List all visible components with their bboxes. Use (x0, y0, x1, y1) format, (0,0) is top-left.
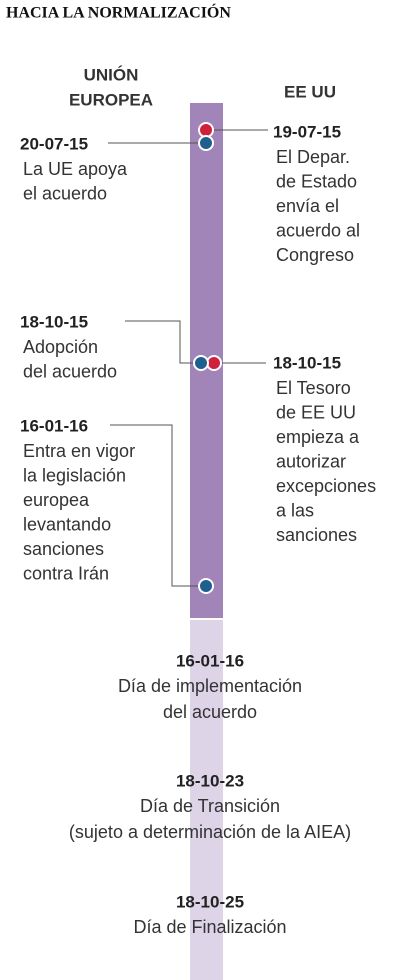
event-text: del acuerdo (23, 361, 117, 381)
event-text: sanciones (276, 525, 357, 545)
eu-dot (198, 135, 214, 151)
eu-dot (198, 578, 214, 594)
event-text: acuerdo al (276, 220, 360, 240)
event-text: envía el (276, 196, 339, 216)
event-text: empieza a (276, 427, 360, 447)
event-text: Adopción (23, 337, 98, 357)
event-text: El Depar. (276, 147, 350, 167)
event-text: de EE UU (276, 402, 356, 422)
title: HACIA LA NORMALIZACIÓN (6, 3, 231, 22)
event-text: del acuerdo (163, 702, 257, 722)
column-header: UNIÓN (84, 65, 139, 84)
event-date: 18-10-15 (273, 353, 341, 372)
event-text: contra Irán (23, 563, 109, 583)
column-header: EE UU (284, 82, 336, 101)
timeline-bar-future (190, 620, 223, 980)
us-dot (206, 355, 222, 371)
event-text: levantando (23, 514, 111, 534)
event-text: Congreso (276, 245, 354, 265)
event-text: sanciones (23, 539, 104, 559)
event-date: 16-01-16 (20, 416, 88, 435)
event-date: 18-10-15 (20, 312, 88, 331)
event-text: la legislación (23, 465, 126, 485)
connector (110, 424, 200, 587)
event-date: 18-10-25 (176, 892, 244, 911)
event-text: Entra en vigor (23, 441, 135, 461)
us-dot (198, 122, 214, 138)
event-date: 19-07-15 (273, 122, 341, 141)
event-date: 20-07-15 (20, 134, 88, 153)
column-header: EUROPEA (69, 90, 153, 109)
event-text: La UE apoya (23, 159, 128, 179)
event-text: Día de implementación (118, 676, 302, 696)
event-text: de Estado (276, 171, 357, 191)
event-text: El Tesoro (276, 378, 351, 398)
event-text: Día de Finalización (133, 917, 286, 937)
connector (125, 320, 200, 364)
event-text: europea (23, 490, 90, 510)
eu-dot (193, 355, 209, 371)
event-date: 18-10-23 (176, 771, 244, 790)
event-text: autorizar (276, 451, 346, 471)
event-text: (sujeto a determinación de la AIEA) (69, 822, 351, 842)
event-text: excepciones (276, 476, 376, 496)
event-date: 16-01-16 (176, 651, 244, 670)
event-text: el acuerdo (23, 183, 107, 203)
event-text: a las (276, 500, 314, 520)
event-text: Día de Transición (140, 796, 280, 816)
